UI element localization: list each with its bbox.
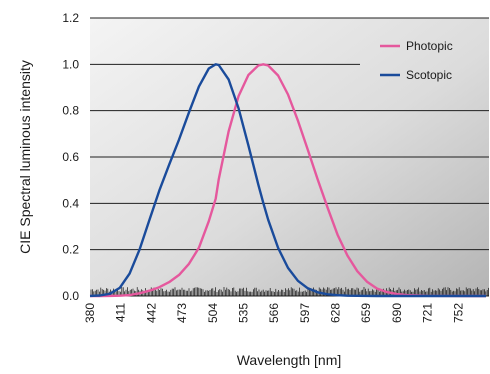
legend-label-photopic: Photopic: [406, 39, 453, 53]
legend-label-scotopic: Scotopic: [406, 68, 452, 82]
x-tick-label: 690: [390, 303, 404, 323]
x-tick-label: 721: [421, 303, 435, 323]
y-tick-label: 0.2: [62, 243, 79, 257]
y-tick-label: 0.4: [62, 196, 79, 210]
y-tick-label: 1.0: [62, 57, 79, 71]
x-tick-label: 597: [298, 303, 312, 323]
y-tick-label: 0.0: [62, 289, 79, 303]
x-tick-label: 380: [83, 303, 97, 323]
x-tick-label: 504: [206, 303, 220, 323]
x-tick-label: 566: [267, 303, 281, 323]
x-tick-label: 473: [175, 303, 189, 323]
x-tick-label: 442: [144, 303, 158, 323]
y-tick-label: 0.6: [62, 150, 79, 164]
x-tick-label: 535: [237, 303, 251, 323]
y-tick-label: 0.8: [62, 104, 79, 118]
y-axis-title: CIE Spectral luminous intensity: [17, 60, 33, 254]
x-axis-title: Wavelength [nm]: [237, 352, 342, 368]
x-tick-label: 411: [114, 303, 128, 322]
x-tick-label: 659: [359, 303, 373, 323]
x-tick-label: 628: [329, 303, 343, 323]
y-tick-label: 1.2: [62, 11, 79, 25]
x-tick-label: 752: [451, 303, 465, 323]
series-line-photopic: [90, 63, 486, 298]
series-line-scotopic: [89, 63, 486, 298]
